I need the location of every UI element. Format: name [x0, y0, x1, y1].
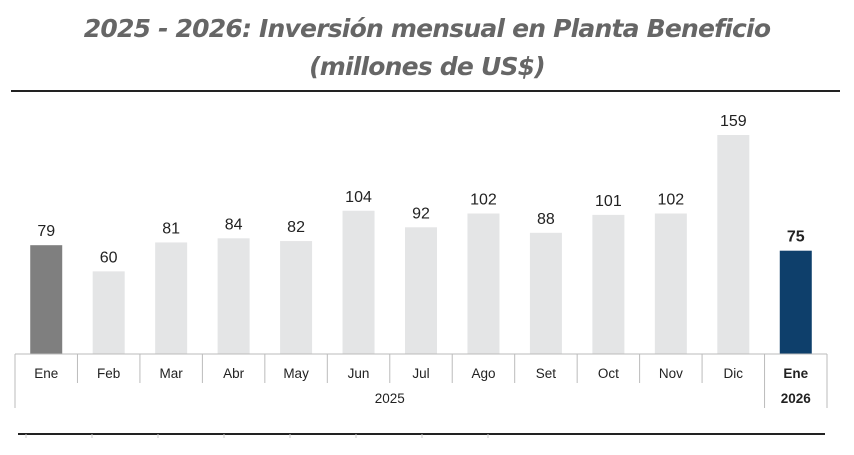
- title-divider: [11, 90, 840, 92]
- bar-9: [592, 214, 625, 354]
- bar-1: [92, 271, 125, 354]
- x-tick-label-4: May: [283, 366, 309, 381]
- data-label-6: 92: [412, 205, 430, 222]
- data-label-5: 104: [345, 189, 372, 206]
- data-label-7: 102: [470, 192, 497, 209]
- x-tick-label-11: Dic: [724, 366, 744, 381]
- chart-title: 2025 - 2026: Inversión mensual en Planta…: [83, 14, 771, 43]
- group-label-2026: 2026: [781, 391, 812, 406]
- data-label-2: 81: [162, 220, 180, 237]
- bar-2: [155, 242, 188, 354]
- bar-12: [779, 250, 812, 354]
- chart-subtitle: (millones de US$): [309, 52, 546, 81]
- data-label-3: 84: [225, 216, 243, 233]
- data-label-10: 102: [657, 192, 684, 209]
- x-tick-label-3: Abr: [223, 366, 245, 381]
- data-label-1: 60: [100, 249, 118, 266]
- data-label-8: 88: [537, 211, 555, 228]
- bar-5: [342, 210, 375, 354]
- data-label-4: 82: [287, 219, 305, 236]
- bar-10: [654, 213, 687, 354]
- bar-11: [717, 135, 750, 354]
- x-tick-label-8: Set: [536, 366, 557, 381]
- x-tick-label-2: Mar: [160, 366, 184, 381]
- bar-4: [280, 241, 313, 354]
- x-tick-label-10: Nov: [659, 366, 683, 381]
- x-tick-label-12: Ene: [783, 366, 808, 381]
- x-tick-label-0: Ene: [34, 366, 58, 381]
- x-tick-label-5: Jun: [348, 366, 370, 381]
- bar-0: [30, 245, 63, 354]
- data-label-9: 101: [595, 193, 622, 210]
- group-label-2025: 2025: [375, 391, 405, 406]
- data-label-0: 79: [37, 223, 55, 240]
- bar-8: [529, 232, 562, 354]
- x-tick-label-9: Oct: [598, 366, 619, 381]
- bar-3: [217, 238, 250, 354]
- data-label-12: 75: [787, 229, 805, 246]
- bar-7: [467, 213, 500, 354]
- data-label-11: 159: [720, 113, 747, 130]
- x-tick-label-1: Feb: [97, 366, 120, 381]
- x-tick-label-7: Ago: [471, 366, 495, 381]
- bar-6: [405, 227, 437, 354]
- x-tick-label-6: Jul: [412, 366, 429, 381]
